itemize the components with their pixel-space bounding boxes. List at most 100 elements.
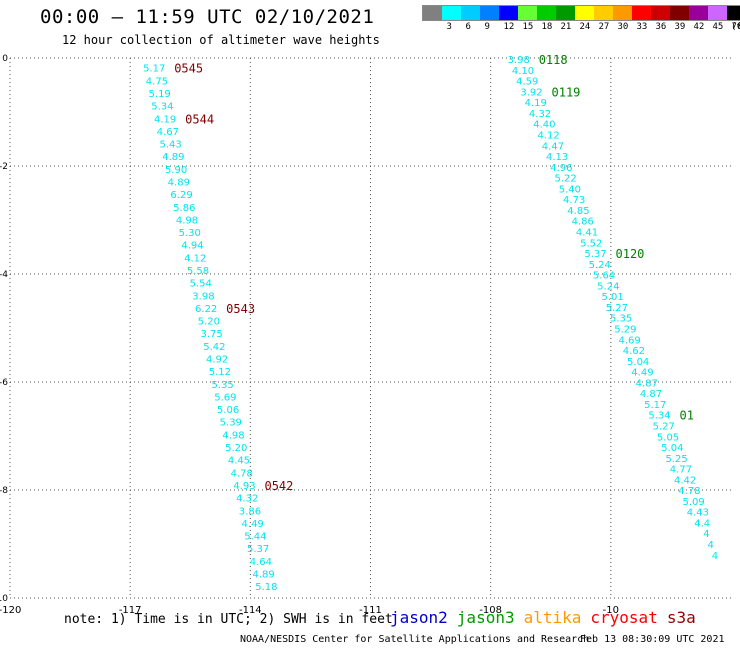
- legend-label: 21: [560, 22, 572, 32]
- wave-height-value: 5.17: [644, 400, 666, 411]
- satellite-jason2: jason2: [390, 608, 448, 627]
- wave-height-value: 4.69: [619, 335, 641, 346]
- legend-label: 45: [712, 22, 724, 32]
- wave-height-value: 5.20: [198, 317, 220, 328]
- wave-height-value: 4.32: [529, 109, 551, 120]
- wave-height-value: 3.98: [192, 291, 214, 302]
- pass-time-label: 0544: [185, 112, 214, 126]
- wave-height-value: 5.64: [593, 271, 615, 282]
- legend-swatch: [708, 6, 727, 20]
- wave-height-value: 4.32: [236, 494, 258, 505]
- wave-height-value: 4.41: [576, 228, 598, 239]
- wave-height-value: 5.86: [173, 203, 195, 214]
- wave-height-value: 4: [703, 529, 709, 540]
- legend-swatch: [461, 6, 480, 20]
- legend-label: 9: [484, 22, 490, 32]
- y-tick-label: -4: [0, 270, 8, 280]
- wave-height-value: 4.89: [168, 178, 190, 189]
- legend-label: 70: [731, 22, 740, 32]
- x-tick-label: -111: [359, 605, 382, 616]
- legend-swatch: [594, 6, 613, 20]
- wave-height-value: 5.34: [151, 102, 173, 113]
- wave-height-value: 5.30: [179, 228, 201, 239]
- legend-label: 6: [465, 22, 471, 32]
- wave-height-value: 4.87: [640, 389, 662, 400]
- wave-height-value: 5.90: [165, 165, 187, 176]
- wave-height-value: 4.78: [231, 468, 253, 479]
- wave-height-value: 3.86: [239, 506, 261, 517]
- legend-swatch: [670, 6, 689, 20]
- legend-label: 24: [579, 22, 591, 32]
- wave-height-value: 5.19: [149, 89, 171, 100]
- legend-label: 42: [693, 22, 705, 32]
- wave-height-value: 4.94: [181, 241, 203, 252]
- y-tick-label: -8: [0, 486, 8, 496]
- wave-height-value: 4.45: [228, 456, 250, 467]
- wave-height-value: 5.27: [606, 303, 628, 314]
- units-note: note: 1) Time is in UTC; 2) SWH is in fe…: [64, 612, 393, 627]
- y-tick-label: -2: [0, 162, 8, 172]
- legend-label: 27: [598, 22, 610, 32]
- legend-label: 18: [541, 22, 553, 32]
- wave-height-value: 5.39: [220, 418, 242, 429]
- map-axes: -120 -117 -114 -111 -108 -10 0 -2 -4 -6 -8 -10: [0, 54, 619, 616]
- wave-height-value: 4.43: [687, 508, 709, 519]
- wave-height-value: 4.78: [678, 486, 700, 497]
- wave-height-value: 5.43: [159, 140, 181, 151]
- legend-label: 15: [522, 22, 534, 32]
- wave-height-value: 4.62: [623, 346, 645, 357]
- legend-swatch: [689, 6, 708, 20]
- wave-height-value: 5.06: [217, 405, 239, 416]
- wave-height-value: 5.12: [209, 367, 231, 378]
- wave-height-value: 5.25: [665, 454, 687, 465]
- wave-height-value: 4.77: [670, 465, 692, 476]
- wave-height-value: 5.18: [255, 582, 277, 593]
- wave-height-value: 4.4: [694, 518, 710, 529]
- wave-height-value: 4.42: [674, 475, 696, 486]
- satellite-cryosat: cryosat: [590, 608, 658, 627]
- legend-swatch: [537, 6, 556, 20]
- map-grid: [9, 57, 731, 599]
- wave-height-value: 5.24: [597, 281, 619, 292]
- wave-height-value: 5.04: [627, 357, 649, 368]
- pass-time-label: 0120: [616, 247, 645, 261]
- legend-swatches: [422, 5, 740, 21]
- wave-height-value: 3.98: [508, 55, 530, 66]
- wave-height-value: 4: [712, 551, 718, 562]
- pass-time-label: 0545: [174, 62, 203, 76]
- generated-timestamp: Feb 13 08:30:09 UTC 2021: [580, 634, 725, 645]
- legend-unit: (ft): [731, 22, 740, 32]
- x-tick-label: -114: [239, 605, 262, 616]
- y-tick-label: 0: [2, 54, 8, 64]
- satellite-altika: altika: [523, 608, 582, 627]
- wave-height-value: 5.22: [555, 174, 577, 185]
- wave-height-value: 4.64: [250, 557, 272, 568]
- satellite-tracks: 5.174.755.195.344.194.675.434.895.904.89…: [143, 53, 718, 593]
- page-subtitle: 12 hour collection of altimeter wave hei…: [62, 33, 380, 47]
- wave-height-value: 4.19: [525, 98, 547, 109]
- wave-height-value: 3.75: [201, 329, 223, 340]
- legend-swatch: [556, 6, 575, 20]
- pass-time-label: 0119: [552, 85, 581, 99]
- wave-height-value: 5.42: [203, 342, 225, 353]
- wave-height-value: 5.54: [190, 279, 212, 290]
- wave-height-value: 5.34: [648, 411, 670, 422]
- legend-label: 3: [446, 22, 452, 32]
- wave-height-value: 5.37: [247, 544, 269, 555]
- wave-height-value: 5.35: [610, 314, 632, 325]
- pass-time-label: 0542: [264, 479, 293, 493]
- y-tick-label: -6: [0, 378, 8, 388]
- wave-height-value: 4.75: [146, 76, 168, 87]
- wave-height-value: 4.47: [542, 141, 564, 152]
- wave-height-value: 4.96: [550, 163, 572, 174]
- legend-swatch: [499, 6, 518, 20]
- wave-height-value: 4.85: [567, 206, 589, 217]
- wave-height-value: 5.35: [211, 380, 233, 391]
- pass-time-label: 01: [680, 409, 694, 423]
- wave-height-value: 4.93: [233, 481, 255, 492]
- wave-height-value: 4.12: [184, 253, 206, 264]
- x-tick-label: -108: [479, 605, 502, 616]
